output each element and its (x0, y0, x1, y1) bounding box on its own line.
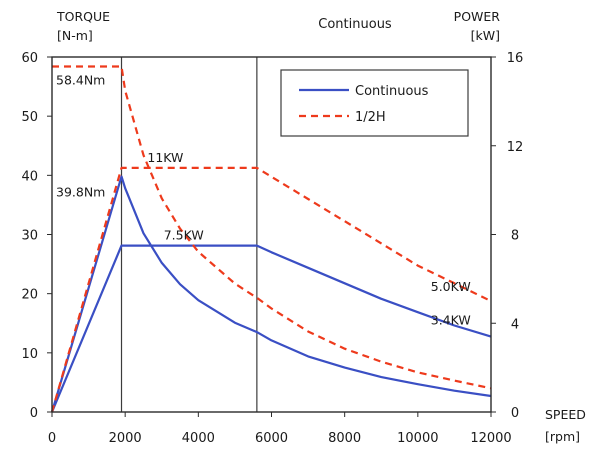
vertical-marker-lines (120, 57, 258, 412)
y-right-tick-label-8: 8 (511, 229, 519, 244)
tick-labels: 0 2000 4000 6000 8000 10000 120000102030405060… (21, 51, 523, 446)
y-left-tick-label-20: 20 (21, 288, 38, 303)
annotation-58-4nm: 58.4Nm (56, 72, 105, 87)
y-right-title-line2: [kW] (471, 28, 500, 43)
series-1-2h-power-line (50, 166, 492, 413)
x-tick-label-12000: 12000 (470, 431, 511, 446)
annotation-5-0kw: 5.0KW (431, 279, 471, 294)
y-left-title-line1: TORQUE (56, 9, 110, 24)
annotation-11kw: 11KW (147, 150, 183, 165)
legend: Continuous 1/2H (280, 69, 469, 137)
x-tick-label-4000: 4000 (182, 431, 215, 446)
x-tick-label-8000: 8000 (328, 431, 361, 446)
y-right-tick-label-4: 4 (511, 317, 519, 332)
x-axis-title-line1: SPEED (545, 407, 586, 422)
y-left-tick-label-0: 0 (30, 406, 38, 421)
x-tick-label-10000: 10000 (397, 431, 438, 446)
y-right-title-line1: POWER (454, 9, 501, 24)
legend-label-continuous: Continuous (355, 84, 429, 99)
y-left-tick-label-10: 10 (21, 347, 38, 362)
x-tick-label-0: 0 (48, 431, 56, 446)
y-left-tick-label-30: 30 (21, 229, 38, 244)
annotation-7-5kw: 7.5KW (164, 228, 204, 243)
series-1-2h-torque-line (52, 65, 492, 390)
annotation-39-8nm: 39.8Nm (56, 185, 105, 200)
y-left-tick-label-40: 40 (21, 169, 38, 184)
series-continuous-torque-line (50, 175, 492, 413)
annotations: 58.4Nm 39.8Nm 11KW 7.5KW 5.0KW 3.4KW (56, 72, 471, 327)
chart-title: Continuous (318, 17, 392, 32)
annotation-3-4kw: 3.4KW (431, 313, 471, 328)
series-lines (50, 65, 492, 413)
legend-label-1-2h: 1/2H (355, 110, 386, 125)
y-right-tick-label-16: 16 (507, 51, 524, 66)
axis-titles: TORQUE [N-m] POWER [kW] SPEED [rpm] Continuous (56, 9, 586, 444)
y-right-tick-label-0: 0 (511, 406, 519, 421)
x-tick-label-2000: 2000 (109, 431, 142, 446)
y-left-title-line2: [N-m] (57, 28, 93, 43)
y-left-tick-label-60: 60 (21, 51, 38, 66)
legend-box (280, 69, 469, 137)
x-tick-label-6000: 6000 (255, 431, 288, 446)
y-left-tick-label-50: 50 (21, 110, 38, 125)
y-right-tick-label-12: 12 (507, 140, 524, 155)
x-axis-title-line2: [rpm] (545, 429, 580, 444)
series-continuous-power-line (50, 244, 492, 413)
